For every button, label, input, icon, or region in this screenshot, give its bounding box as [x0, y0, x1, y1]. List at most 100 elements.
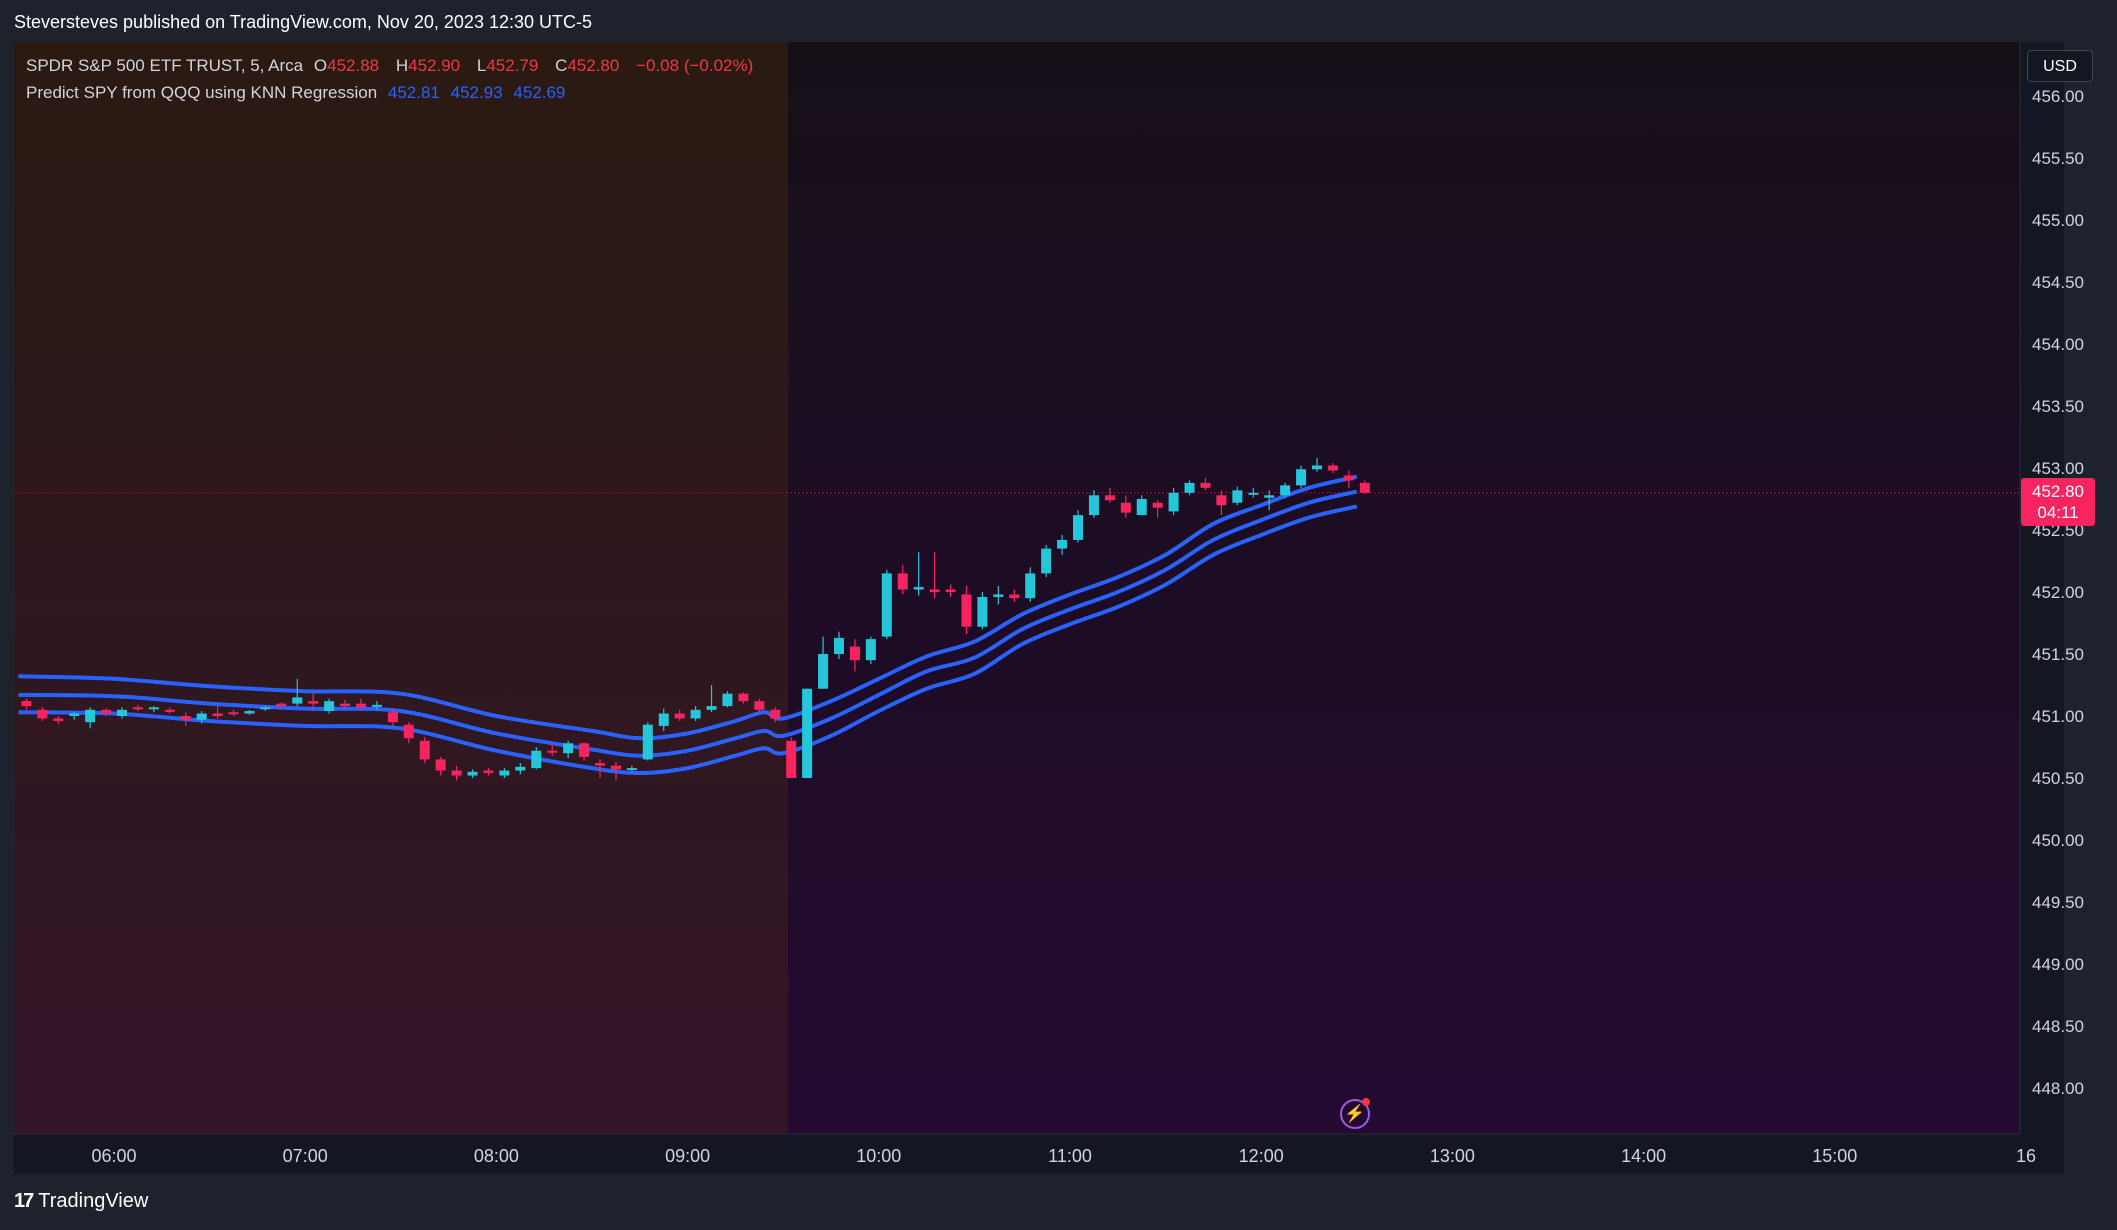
- candle-body[interactable]: [1152, 502, 1163, 508]
- candle-body[interactable]: [244, 711, 255, 714]
- candle-body[interactable]: [754, 701, 765, 710]
- candle-body[interactable]: [451, 770, 462, 776]
- candle-body[interactable]: [961, 594, 972, 627]
- candle-body[interactable]: [117, 709, 127, 716]
- candle-body[interactable]: [1327, 465, 1338, 471]
- candle-body[interactable]: [1264, 495, 1275, 498]
- candle-body[interactable]: [467, 771, 478, 776]
- candle-body[interactable]: [132, 707, 143, 710]
- candle-body[interactable]: [1296, 469, 1307, 486]
- candle-body[interactable]: [37, 709, 48, 719]
- candle-body[interactable]: [101, 709, 112, 714]
- candle-body[interactable]: [993, 594, 1004, 597]
- candle-body[interactable]: [356, 703, 366, 708]
- candle-body[interactable]: [292, 697, 303, 704]
- candle-body[interactable]: [1104, 495, 1115, 501]
- y-tick-label: 449.00: [2032, 955, 2084, 974]
- knn-band-line: [18, 474, 1358, 741]
- candle-body[interactable]: [53, 718, 64, 721]
- candle-body[interactable]: [1168, 492, 1179, 512]
- candle-body[interactable]: [1041, 548, 1052, 574]
- candle-body[interactable]: [1120, 502, 1131, 513]
- candle-body[interactable]: [818, 654, 829, 689]
- candle-body[interactable]: [1280, 485, 1291, 496]
- candle-body[interactable]: [865, 639, 876, 661]
- candle-body[interactable]: [212, 713, 223, 716]
- candle-body[interactable]: [180, 716, 191, 720]
- candle-body[interactable]: [196, 713, 207, 720]
- candle-body[interactable]: [563, 743, 574, 754]
- candle-body[interactable]: [1057, 539, 1068, 549]
- candle-body[interactable]: [1359, 482, 1370, 493]
- candle-body[interactable]: [913, 587, 924, 590]
- candle-body[interactable]: [722, 693, 733, 707]
- candle-body[interactable]: [1136, 499, 1147, 516]
- y-tick-label: 451.00: [2032, 707, 2084, 726]
- symbol-name[interactable]: SPDR S&P 500 ETF TRUST, 5, Arca: [26, 56, 304, 75]
- candle-body[interactable]: [674, 713, 685, 719]
- candle-body[interactable]: [483, 770, 494, 774]
- candle-body[interactable]: [531, 750, 542, 769]
- candle-body[interactable]: [387, 712, 398, 723]
- candle-body[interactable]: [515, 766, 526, 771]
- candle-body[interactable]: [1248, 492, 1259, 495]
- candle-body[interactable]: [148, 707, 159, 710]
- candle-body[interactable]: [977, 596, 988, 627]
- candle-body[interactable]: [897, 573, 908, 590]
- candle-body[interactable]: [738, 693, 749, 702]
- candle-body[interactable]: [706, 706, 717, 710]
- candle-body[interactable]: [419, 740, 430, 760]
- candle-body[interactable]: [1025, 573, 1036, 599]
- candle-body[interactable]: [929, 589, 940, 592]
- candle-body[interactable]: [595, 763, 605, 766]
- price-axis[interactable]: [2020, 42, 2064, 1134]
- candle-body[interactable]: [786, 740, 797, 778]
- indicator-legend-row[interactable]: Predict SPY from QQQ using KNN Regressio…: [26, 79, 759, 106]
- candle-body[interactable]: [642, 724, 653, 760]
- candle-body[interactable]: [403, 724, 414, 739]
- candle-body[interactable]: [770, 709, 781, 719]
- candle-body[interactable]: [164, 709, 175, 712]
- candle-body[interactable]: [435, 759, 446, 771]
- indicator-name[interactable]: Predict SPY from QQQ using KNN Regressio…: [26, 83, 378, 102]
- candle-body[interactable]: [881, 573, 892, 637]
- candle-body[interactable]: [834, 637, 844, 654]
- candle-body[interactable]: [308, 701, 319, 704]
- open-label: O: [313, 56, 328, 75]
- candle-body[interactable]: [276, 703, 287, 707]
- candle-body[interactable]: [849, 646, 860, 661]
- candle-body[interactable]: [1184, 482, 1195, 493]
- candle-body[interactable]: [802, 688, 813, 778]
- candle-body[interactable]: [945, 589, 956, 592]
- candle-body[interactable]: [260, 707, 271, 710]
- lightning-icon[interactable]: ⚡: [1340, 1099, 1370, 1129]
- candle-body[interactable]: [69, 713, 80, 716]
- last-price-value: 452.80: [2032, 482, 2084, 501]
- candle-body[interactable]: [1312, 465, 1322, 470]
- candle-body[interactable]: [324, 701, 335, 712]
- candle-body[interactable]: [547, 750, 558, 753]
- candle-body[interactable]: [626, 768, 637, 771]
- candle-body[interactable]: [21, 701, 32, 707]
- currency-button[interactable]: USD: [2027, 50, 2093, 82]
- symbol-legend-row[interactable]: SPDR S&P 500 ETF TRUST, 5, Arca O452.88 …: [26, 52, 759, 79]
- candle-body[interactable]: [1216, 495, 1227, 506]
- candle-body[interactable]: [340, 703, 351, 707]
- candle-body[interactable]: [1200, 482, 1211, 488]
- candle-body[interactable]: [1232, 490, 1243, 503]
- candle-body[interactable]: [690, 709, 701, 719]
- candle-body[interactable]: [1009, 594, 1020, 599]
- time-axis[interactable]: [14, 1134, 2064, 1174]
- candle-body[interactable]: [658, 713, 669, 726]
- candle-body[interactable]: [85, 709, 96, 723]
- candle-body[interactable]: [1343, 475, 1354, 481]
- candle-body[interactable]: [1073, 515, 1083, 540]
- candle-body[interactable]: [371, 704, 382, 707]
- candle-body[interactable]: [1088, 495, 1099, 516]
- tradingview-logo[interactable]: 17 TradingView: [14, 1190, 148, 1213]
- candle-body[interactable]: [228, 712, 239, 715]
- candle-body[interactable]: [499, 770, 510, 776]
- candle-body[interactable]: [579, 743, 590, 757]
- candle-body[interactable]: [610, 765, 621, 770]
